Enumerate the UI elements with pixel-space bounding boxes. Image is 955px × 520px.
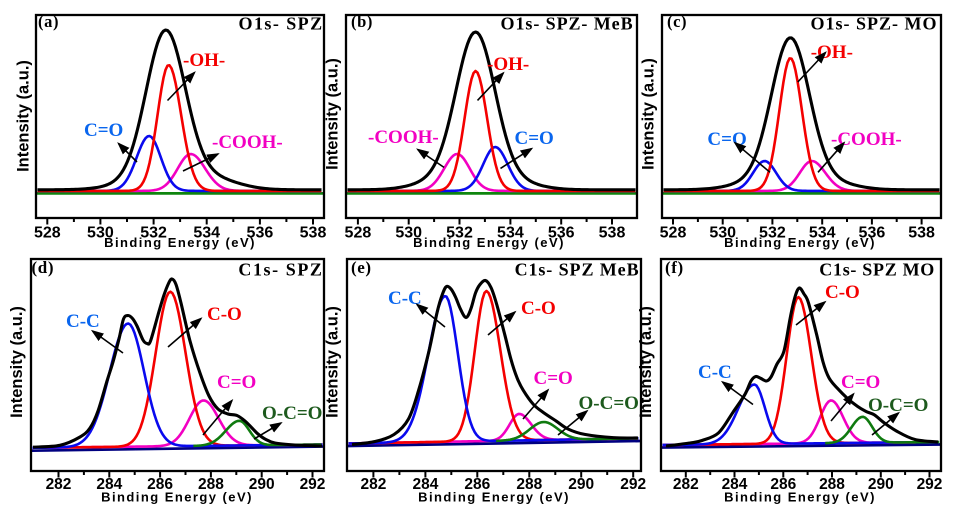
svg-text:-COOH-: -COOH- [831, 129, 902, 150]
svg-text:536: 536 [548, 224, 575, 241]
svg-text:C-O: C-O [825, 282, 860, 303]
svg-text:Intensity (a.u.): Intensity (a.u.) [324, 306, 342, 418]
svg-text:C-C: C-C [698, 362, 732, 383]
svg-text:530: 530 [87, 224, 114, 241]
svg-text:(f): (f) [665, 258, 684, 277]
svg-text:534: 534 [497, 224, 524, 241]
svg-text:528: 528 [660, 224, 687, 241]
svg-text:Binding Energy (eV): Binding Energy (eV) [724, 490, 876, 505]
svg-text:Binding Energy (eV): Binding Energy (eV) [104, 235, 256, 250]
svg-text:282: 282 [360, 476, 386, 493]
svg-text:Binding Energy (eV): Binding Energy (eV) [101, 490, 253, 505]
svg-text:O-C=O: O-C=O [579, 393, 639, 414]
svg-text:(e): (e) [351, 258, 372, 277]
svg-text:(d): (d) [32, 258, 55, 277]
svg-text:284: 284 [412, 476, 438, 493]
svg-text:538: 538 [300, 224, 327, 241]
svg-text:O1s- SPZ- MO: O1s- SPZ- MO [811, 13, 938, 33]
svg-text:288: 288 [516, 476, 542, 493]
svg-text:538: 538 [599, 224, 626, 241]
svg-text:536: 536 [247, 224, 274, 241]
svg-text:-OH-: -OH- [487, 54, 529, 75]
svg-text:530: 530 [709, 224, 736, 241]
svg-text:288: 288 [198, 476, 224, 493]
svg-text:-COOH-: -COOH- [368, 127, 439, 148]
svg-text:O-C=O: O-C=O [262, 403, 322, 424]
svg-text:536: 536 [859, 224, 886, 241]
svg-text:292: 292 [917, 476, 943, 493]
svg-text:534: 534 [193, 224, 220, 241]
svg-text:Intensity (a.u.): Intensity (a.u.) [637, 306, 655, 418]
svg-text:C1s- SPZ MeB: C1s- SPZ MeB [515, 260, 640, 280]
svg-text:(a): (a) [38, 12, 59, 31]
svg-text:288: 288 [819, 476, 845, 493]
svg-text:292: 292 [620, 476, 646, 493]
svg-text:534: 534 [809, 224, 836, 241]
svg-text:292: 292 [300, 476, 326, 493]
svg-text:Intensity (a.u.): Intensity (a.u.) [640, 58, 658, 170]
svg-text:286: 286 [464, 476, 490, 493]
svg-text:282: 282 [673, 476, 699, 493]
svg-text:(c): (c) [667, 12, 687, 31]
svg-text:C=O: C=O [217, 372, 256, 393]
svg-text:C=O: C=O [84, 120, 123, 141]
svg-text:282: 282 [46, 476, 72, 493]
svg-text:O1s- SPZ: O1s- SPZ [239, 14, 324, 34]
svg-text:Binding Energy (eV): Binding Energy (eV) [418, 490, 570, 505]
svg-text:C=O: C=O [515, 128, 554, 149]
svg-text:C-C: C-C [388, 288, 422, 309]
svg-text:Binding Energy (eV): Binding Energy (eV) [724, 235, 876, 250]
svg-text:290: 290 [568, 476, 594, 493]
svg-text:C-O: C-O [207, 304, 242, 325]
svg-text:284: 284 [96, 476, 122, 493]
svg-text:528: 528 [34, 224, 61, 241]
svg-text:532: 532 [446, 224, 473, 241]
svg-text:286: 286 [147, 476, 173, 493]
svg-text:C-C: C-C [66, 311, 100, 332]
svg-text:C1s- SPZ MO: C1s- SPZ MO [819, 260, 935, 280]
svg-text:C=O: C=O [534, 368, 573, 389]
svg-text:538: 538 [908, 224, 935, 241]
svg-text:C=O: C=O [841, 372, 880, 393]
svg-text:530: 530 [395, 224, 422, 241]
svg-text:(b): (b) [351, 12, 373, 31]
svg-text:532: 532 [140, 224, 167, 241]
svg-text:Intensity (a.u.): Intensity (a.u.) [15, 60, 33, 172]
svg-text:-OH-: -OH- [183, 50, 225, 71]
svg-text:286: 286 [770, 476, 796, 493]
svg-text:290: 290 [868, 476, 894, 493]
svg-text:290: 290 [249, 476, 275, 493]
svg-text:Binding Energy (eV): Binding Energy (eV) [413, 235, 565, 250]
svg-text:Intensity (a.u.): Intensity (a.u.) [324, 58, 342, 170]
svg-text:C1s- SPZ: C1s- SPZ [238, 260, 323, 280]
svg-text:Intensity (a.u.): Intensity (a.u.) [8, 306, 26, 418]
svg-text:-OH-: -OH- [811, 42, 853, 63]
svg-text:O1s- SPZ- MeB: O1s- SPZ- MeB [501, 14, 634, 34]
svg-text:C-O: C-O [521, 298, 556, 319]
svg-text:532: 532 [759, 224, 786, 241]
svg-text:528: 528 [345, 224, 372, 241]
svg-text:-COOH-: -COOH- [212, 132, 283, 153]
svg-text:284: 284 [722, 476, 748, 493]
svg-text:O-C=O: O-C=O [868, 395, 928, 416]
